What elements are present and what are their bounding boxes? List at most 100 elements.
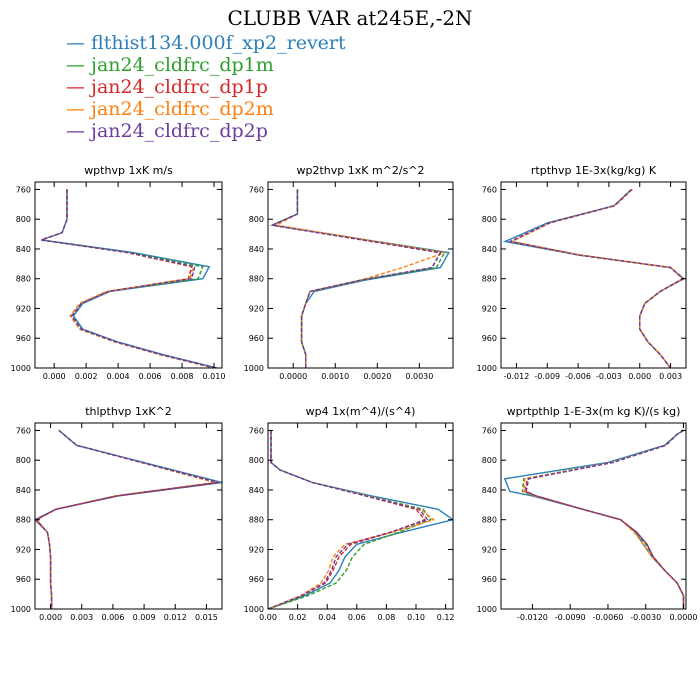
y-tick-label-3-0: 760 bbox=[16, 426, 31, 435]
series-line-3-0 bbox=[35, 429, 222, 609]
y-tick-label-0-3: 880 bbox=[16, 275, 31, 284]
y-tick-label-4-5: 960 bbox=[249, 575, 264, 584]
y-tick-label-0-2: 840 bbox=[16, 245, 31, 254]
x-tick-label-5-3: -0.0030 bbox=[630, 613, 661, 622]
x-tick-label-5-4: 0.0000 bbox=[669, 613, 697, 622]
panel-4: wp4 1x(m^4)/(s^4) 0.00 0.02 0.04 0.06 0.08 0.1… bbox=[244, 405, 455, 622]
legend-swatch-2: — bbox=[66, 76, 92, 98]
x-tick-label-2-1: -0.009 bbox=[534, 372, 560, 381]
legend-swatch-3: — bbox=[66, 98, 92, 120]
series-line-1-1 bbox=[269, 189, 446, 368]
x-tick-label-0-1: 0.002 bbox=[75, 372, 98, 381]
panel-title-3: thlpthvp 1xK^2 bbox=[85, 405, 172, 418]
y-tick-label-4-1: 800 bbox=[249, 456, 264, 465]
legend-label-4: jan24_cldfrc_dp2p bbox=[91, 120, 268, 142]
x-tick-label-4-4: 0.08 bbox=[377, 613, 395, 622]
x-tick-label-3-5: 0.015 bbox=[195, 613, 218, 622]
series-line-2-1 bbox=[509, 188, 685, 368]
panel-frame-5 bbox=[500, 422, 687, 610]
panel-0: wpthvp 1xK m/s 0.000 0.002 0.004 0.006 0.008 0… bbox=[11, 164, 226, 381]
y-tick-label-3-4: 920 bbox=[16, 545, 31, 554]
legend-label-3: jan24_cldfrc_dp2m bbox=[91, 98, 274, 120]
y-tick-label-2-0: 760 bbox=[482, 185, 497, 194]
x-tick-label-0-4: 0.008 bbox=[171, 372, 194, 381]
x-tick-label-4-0: 0.00 bbox=[259, 613, 277, 622]
y-tick-label-1-4: 920 bbox=[249, 304, 264, 313]
y-tick-label-1-3: 880 bbox=[249, 275, 264, 284]
y-tick-label-3-3: 880 bbox=[16, 516, 31, 525]
y-tick-label-4-3: 880 bbox=[249, 516, 264, 525]
panel-title-0: wpthvp 1xK m/s bbox=[84, 164, 173, 177]
y-tick-label-0-1: 800 bbox=[16, 215, 31, 224]
series-line-2-2 bbox=[508, 188, 685, 368]
y-tick-label-5-5: 960 bbox=[482, 575, 497, 584]
y-tick-label-5-4: 920 bbox=[482, 545, 497, 554]
x-tick-label-4-6: 0.12 bbox=[437, 613, 455, 622]
x-tick-label-4-1: 0.02 bbox=[289, 613, 307, 622]
y-tick-label-2-3: 880 bbox=[482, 275, 497, 284]
series-line-3-3 bbox=[36, 429, 215, 609]
legend-item-4: — jan24_cldfrc_dp2p bbox=[66, 120, 346, 142]
series-line-5-0 bbox=[503, 429, 685, 609]
y-tick-label-2-1: 800 bbox=[482, 215, 497, 224]
series-line-2-0 bbox=[502, 188, 686, 368]
panel-3: thlpthvp 1xK^2 0.000 0.003 0.006 0.009 0.012 0… bbox=[11, 405, 223, 622]
legend: — flthist134.000f_xp2_revert — jan24_cld… bbox=[66, 32, 346, 142]
y-tick-label-0-4: 920 bbox=[16, 304, 31, 313]
x-tick-label-0-0: 0.000 bbox=[43, 372, 66, 381]
series-line-4-3 bbox=[268, 430, 436, 609]
legend-label-0: flthist134.000f_xp2_revert bbox=[91, 32, 346, 54]
series-line-2-4 bbox=[508, 188, 685, 368]
figure-title: CLUBB VAR at245E,-2N bbox=[227, 6, 473, 30]
y-tick-label-5-2: 840 bbox=[482, 486, 497, 495]
panel-2: rtpthvp 1E-3x(kg/kg) K -0.012 -0.009 -0.006… bbox=[477, 164, 687, 381]
x-tick-label-3-1: 0.003 bbox=[70, 613, 93, 622]
y-tick-label-4-0: 760 bbox=[249, 426, 264, 435]
x-tick-label-0-2: 0.004 bbox=[107, 372, 130, 381]
y-tick-label-1-1: 800 bbox=[249, 215, 264, 224]
panel-1: wp2thvp 1xK m^2/s^2 0.0000 0.0010 0.0020 0.0… bbox=[244, 164, 454, 381]
legend-label-2: jan24_cldfrc_dp1p bbox=[91, 76, 268, 98]
y-tick-label-2-2: 840 bbox=[482, 245, 497, 254]
x-tick-label-1-2: 0.0020 bbox=[363, 372, 391, 381]
x-tick-label-4-2: 0.04 bbox=[318, 613, 336, 622]
x-tick-label-2-0: -0.012 bbox=[504, 372, 530, 381]
panel-title-1: wp2thvp 1xK m^2/s^2 bbox=[296, 164, 424, 177]
y-tick-label-2-4: 920 bbox=[482, 304, 497, 313]
y-tick-label-0-0: 760 bbox=[16, 185, 31, 194]
panel-title-2: rtpthvp 1E-3x(kg/kg) K bbox=[531, 164, 657, 177]
y-tick-label-2-5: 960 bbox=[482, 334, 497, 343]
y-tick-label-1-6: 1000 bbox=[244, 364, 264, 373]
x-tick-label-5-2: -0.0060 bbox=[593, 613, 624, 622]
y-tick-label-3-1: 800 bbox=[16, 456, 31, 465]
x-tick-label-5-1: -0.0090 bbox=[555, 613, 586, 622]
y-tick-label-5-6: 1000 bbox=[477, 605, 497, 614]
x-tick-label-0-3: 0.006 bbox=[139, 372, 162, 381]
legend-item-1: — jan24_cldfrc_dp1m bbox=[66, 54, 346, 76]
x-tick-label-2-3: -0.003 bbox=[596, 372, 622, 381]
x-tick-label-1-0: 0.0000 bbox=[279, 372, 307, 381]
series-line-4-4 bbox=[268, 430, 430, 609]
y-tick-label-3-6: 1000 bbox=[11, 605, 31, 614]
series-line-4-0 bbox=[268, 430, 453, 609]
panel-title-5: wprtpthlp 1-E-3x(m kg K)/(s kg) bbox=[507, 405, 681, 418]
x-tick-label-4-3: 0.06 bbox=[348, 613, 366, 622]
series-line-5-3 bbox=[522, 429, 685, 609]
panel-title-4: wp4 1x(m^4)/(s^4) bbox=[306, 405, 416, 418]
series-line-0-4 bbox=[41, 189, 216, 368]
series-line-1-0 bbox=[269, 189, 450, 368]
legend-item-0: — flthist134.000f_xp2_revert bbox=[66, 32, 346, 54]
legend-swatch-1: — bbox=[66, 54, 92, 76]
series-line-2-3 bbox=[510, 188, 685, 368]
x-tick-label-0-5: 0.010 bbox=[203, 372, 226, 381]
x-tick-label-3-3: 0.009 bbox=[133, 613, 156, 622]
x-tick-label-2-2: -0.006 bbox=[565, 372, 591, 381]
y-tick-label-5-0: 760 bbox=[482, 426, 497, 435]
series-line-0-0 bbox=[41, 189, 218, 368]
series-line-5-2 bbox=[524, 429, 685, 609]
series-line-4-2 bbox=[268, 430, 427, 609]
x-tick-label-3-2: 0.006 bbox=[101, 613, 124, 622]
x-tick-label-3-0: 0.000 bbox=[39, 613, 62, 622]
y-tick-label-5-3: 880 bbox=[482, 516, 497, 525]
